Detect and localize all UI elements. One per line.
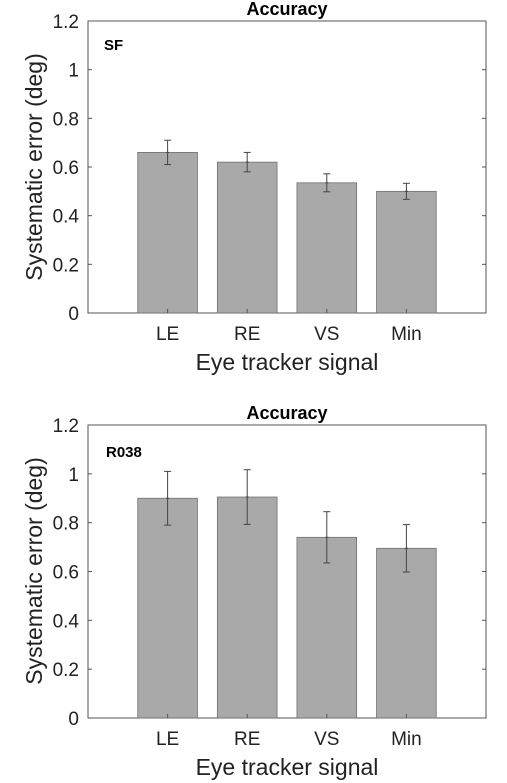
x-axis-label: Eye tracker signal <box>196 754 379 780</box>
bar-vs <box>296 182 358 314</box>
y-tick-label: 0.2 <box>53 255 79 276</box>
x-tick-label: Min <box>391 324 422 345</box>
x-axis-label: Eye tracker signal <box>196 349 379 375</box>
bars <box>137 469 437 719</box>
y-tick-label: 0.8 <box>53 109 79 130</box>
bar-le <box>137 151 198 314</box>
bars <box>137 139 437 314</box>
chart-r038: Accuracy R038 0 0.2 0.4 0.6 0.8 1 1.2 LE RE VS Mi… <box>21 403 487 780</box>
chart-title: Accuracy <box>246 0 327 19</box>
y-tick-label: 0.4 <box>53 207 80 228</box>
bar-re <box>216 496 278 719</box>
y-axis: 0 0.2 0.4 0.6 0.8 1 1.2 <box>53 416 486 730</box>
x-axis: LE RE VS Min <box>156 309 422 345</box>
x-tick-label: RE <box>234 729 260 750</box>
x-tick-label: VS <box>314 729 339 750</box>
x-tick-label: Min <box>391 729 422 750</box>
bar-min <box>376 190 437 314</box>
y-tick-label: 0.6 <box>53 563 79 584</box>
y-tick-label: 0 <box>68 304 79 325</box>
y-tick-label: 1 <box>68 61 79 82</box>
y-tick-label: 1.2 <box>53 12 79 33</box>
y-axis: 0 0.2 0.4 0.6 0.8 1 1.2 <box>53 12 486 325</box>
y-tick-label: 0.6 <box>53 158 79 179</box>
chart-sf: Accuracy SF 00.20.40.60.811.2 LE RE VS Min … <box>21 0 487 375</box>
panel-label: R038 <box>106 444 142 461</box>
bar-min <box>376 547 437 719</box>
y-tick-label: 0 <box>68 709 79 730</box>
x-tick-label: LE <box>156 729 179 750</box>
panel-label: SF <box>104 37 123 54</box>
bar-re <box>216 161 278 314</box>
x-tick-label: VS <box>314 324 339 345</box>
x-tick-label: RE <box>234 324 260 345</box>
bar-le <box>137 497 198 719</box>
x-tick-label: LE <box>156 324 179 345</box>
y-tick-label: 0.8 <box>53 514 79 535</box>
y-tick-label: 0.2 <box>53 660 79 681</box>
y-tick-label: 0.4 <box>53 611 80 632</box>
chart-title: Accuracy <box>246 403 327 423</box>
y-tick-label: 1 <box>68 465 79 486</box>
y-axis-label: Systematic error (deg) <box>21 457 47 685</box>
x-axis: LE RE VS Min <box>156 714 422 750</box>
y-axis-label: Systematic error (deg) <box>21 53 47 281</box>
bar-vs <box>296 536 358 719</box>
y-tick-label: 1.2 <box>53 416 79 437</box>
